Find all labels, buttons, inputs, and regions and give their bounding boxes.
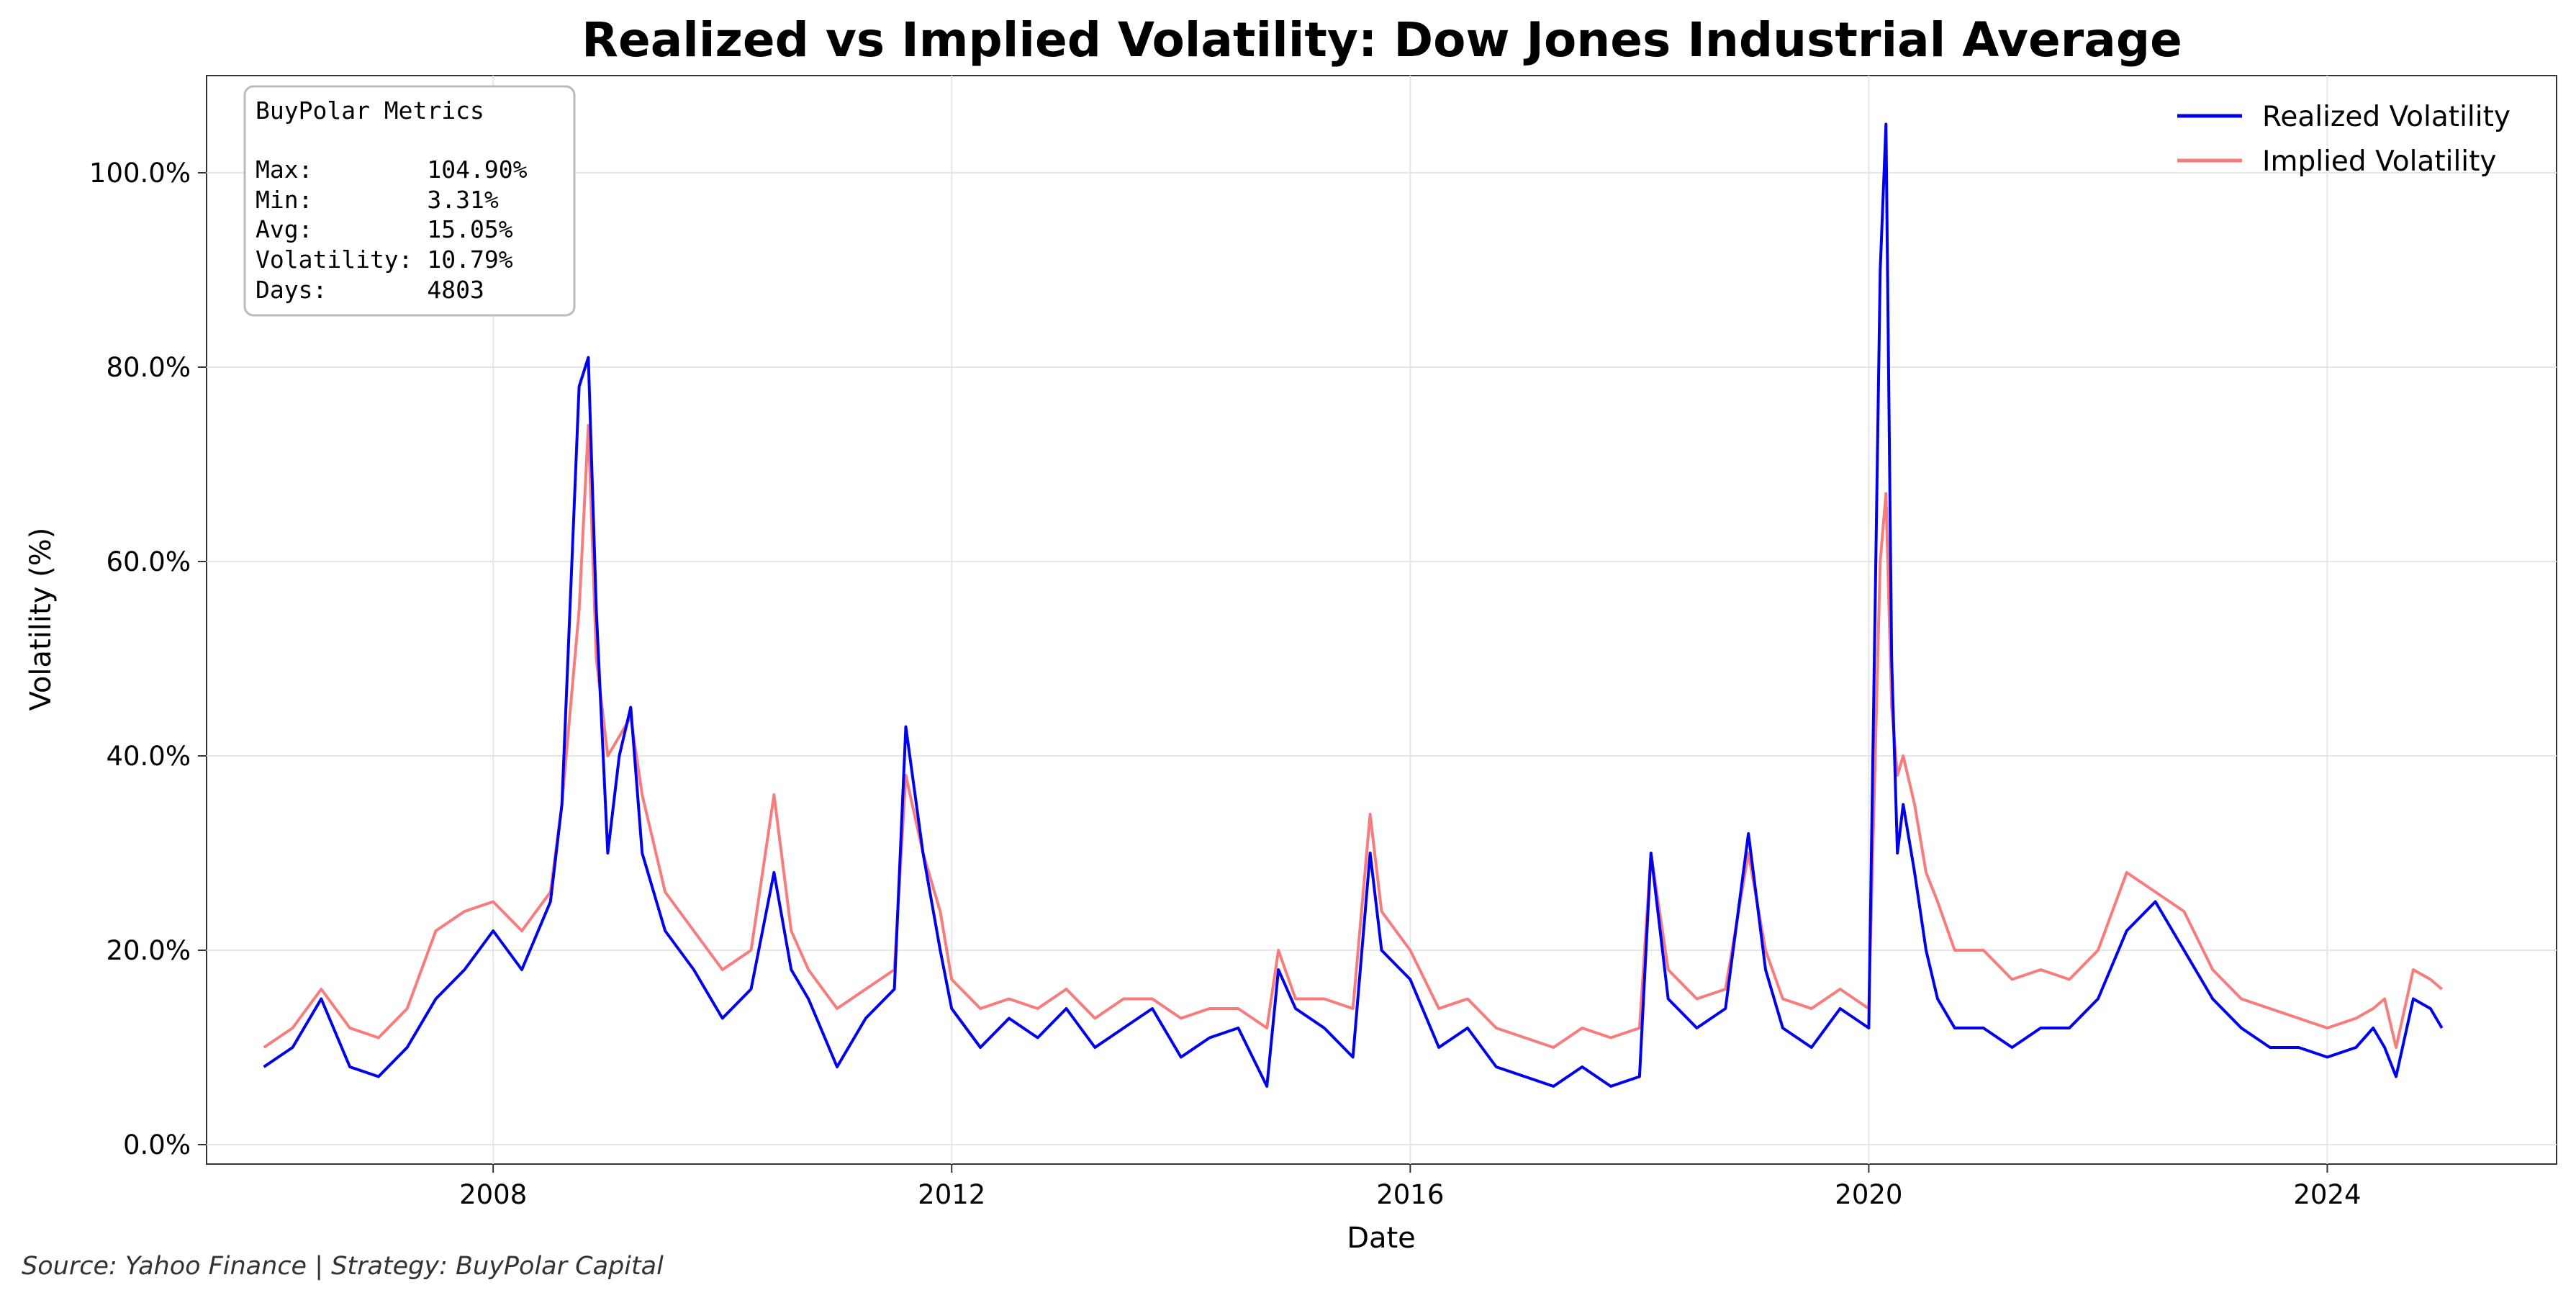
series-line-implied-volatility [263,424,2443,1049]
metrics-line-max: Max: 104.90% [256,155,528,184]
metrics-line-days: Days: 4803 [256,276,484,304]
x-tick-label: 2024 [2293,1179,2361,1210]
x-tick-label: 2008 [459,1179,527,1210]
series-line-realized-volatility [263,122,2444,1088]
series-layer [263,122,2444,1088]
plot-area [206,75,2557,1165]
x-axis-label: Date [1347,1222,1416,1255]
y-tick-label: 100.0% [89,158,191,189]
y-tick-label: 20.0% [106,935,191,966]
y-tick-label: 40.0% [106,741,191,772]
y-tick-label: 80.0% [106,352,191,383]
legend-label-realized: Realized Volatility [2262,101,2511,133]
legend: Realized Volatility Implied Volatility [2177,101,2511,178]
chart-title: Realized vs Implied Volatility: Dow Jone… [582,12,2182,68]
metrics-box-background [243,85,576,317]
metrics-title: BuyPolar Metrics [256,96,484,125]
y-axis-label: Volatility (%) [24,528,58,711]
legend-label-implied: Implied Volatility [2262,145,2496,178]
metrics-box: BuyPolar Metrics Max: 104.90% Min: 3.31%… [243,85,576,317]
y-axis-ticks: 0.0% 20.0% 40.0% 60.0% 80.0% 100.0% [89,158,207,1160]
metrics-line-min: Min: 3.31% [256,186,499,214]
y-tick-label: 0.0% [123,1130,191,1160]
x-tick-label: 2012 [918,1179,985,1210]
metrics-line-avg: Avg: 15.05% [256,215,513,243]
footer-source: Source: Yahoo Finance | Strategy: BuyPol… [22,1252,664,1281]
x-tick-label: 2016 [1376,1179,1444,1210]
y-tick-label: 60.0% [106,546,191,577]
metrics-line-volatility: Volatility: 10.79% [256,245,513,274]
x-tick-label: 2020 [1835,1179,1902,1210]
x-axis-ticks: 2008 2012 2016 2020 2024 [459,1164,2362,1210]
